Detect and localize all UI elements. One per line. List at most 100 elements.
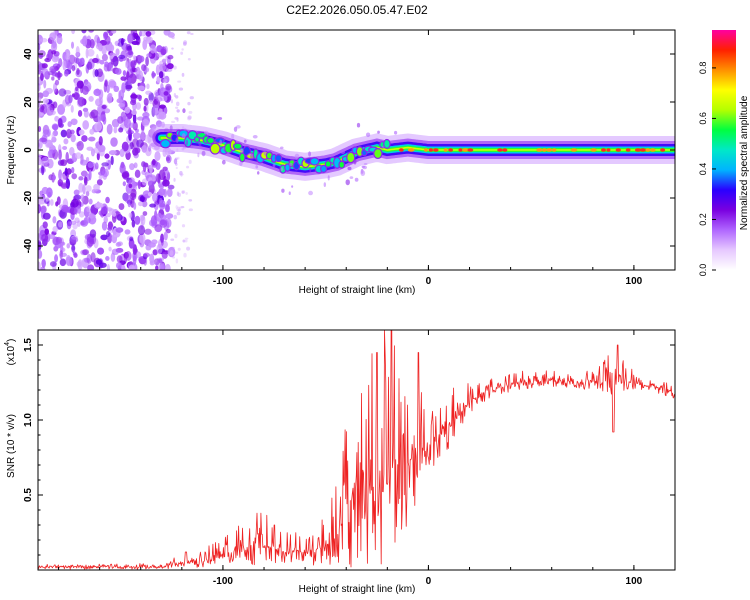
noise-dot (77, 58, 83, 68)
noise-dot (103, 64, 110, 72)
noise-dot (42, 212, 51, 220)
noise-dot (83, 216, 88, 226)
noise-dot (128, 122, 136, 128)
ridge-blob (238, 152, 246, 163)
noise-dot (73, 92, 80, 100)
noise-dot (156, 212, 163, 222)
noise-dot (106, 30, 111, 34)
noise-dot (70, 134, 76, 143)
stray-blob (196, 130, 202, 135)
noise-dot (94, 69, 99, 77)
noise-dot (171, 47, 174, 50)
stray-blob (363, 162, 368, 166)
noise-dot (108, 80, 117, 88)
noise-dot (51, 50, 57, 55)
noise-dot (178, 206, 183, 209)
noise-dot (95, 88, 100, 93)
noise-dot (175, 166, 178, 170)
noise-dot (41, 259, 46, 268)
stray-blob (176, 109, 180, 113)
stray-blob (362, 165, 368, 170)
stray-blob (347, 162, 350, 165)
noise-dot (58, 149, 62, 161)
stray-blob (255, 165, 259, 169)
noise-dot (109, 44, 115, 52)
noise-dot (87, 136, 96, 142)
noise-dot (152, 192, 158, 202)
noise-dot (103, 31, 108, 39)
ridge-hot-dot (639, 148, 646, 152)
noise-dot (122, 181, 126, 187)
noise-dot (188, 159, 192, 164)
noise-dot (182, 239, 186, 243)
noise-dot (130, 60, 136, 69)
noise-dot (40, 73, 44, 81)
noise-dot (131, 219, 136, 228)
noise-dot (67, 61, 73, 71)
spectrogram-heatmap (38, 30, 675, 270)
noise-dot (177, 80, 182, 83)
snr-xtick-label: 100 (626, 576, 643, 587)
noise-dot (181, 190, 185, 194)
noise-dot (166, 63, 174, 70)
noise-dot (70, 105, 74, 113)
noise-dot (65, 52, 71, 61)
noise-dot (79, 159, 88, 166)
noise-dot (47, 150, 52, 159)
snr-xtick-label: -100 (213, 576, 233, 587)
stray-blob (365, 132, 371, 138)
noise-dot (131, 40, 140, 45)
snr-ytick-label: 1.5 (23, 338, 34, 352)
noise-dot (149, 260, 155, 266)
colorbar-tick-label: 0.2 (698, 213, 708, 226)
noise-dot (71, 65, 76, 72)
ridge-blob (160, 138, 171, 149)
noise-dot (42, 129, 50, 138)
noise-dot (135, 102, 142, 110)
noise-dot (147, 145, 152, 152)
stray-blob (379, 140, 383, 143)
ridge-hot-dot (546, 148, 553, 152)
noise-dot (184, 239, 188, 243)
noise-dot (124, 229, 131, 235)
noise-dot (71, 173, 78, 180)
spectrogram-ytick-label: 20 (23, 96, 34, 108)
noise-dot (185, 191, 188, 195)
noise-dot (186, 31, 191, 35)
noise-dot (132, 132, 141, 139)
ridge-hot-dot (448, 148, 453, 152)
ridge-hot-dot (458, 148, 463, 152)
noise-dot (155, 91, 159, 97)
noise-dot (155, 265, 159, 270)
noise-dot (128, 264, 135, 270)
noise-dot (56, 35, 63, 45)
noise-dot (95, 42, 103, 50)
noise-dot (77, 110, 83, 117)
stray-blob (323, 182, 327, 188)
spectrogram-xlabel: Height of straight line (km) (299, 285, 416, 296)
noise-dot (132, 113, 137, 124)
stray-blob (201, 150, 206, 157)
ridge-hot-dot (606, 148, 611, 152)
noise-dot (175, 106, 179, 109)
ridge-hot-dot (634, 148, 642, 152)
ridge-blob (324, 160, 332, 168)
ridge-blob (309, 157, 320, 166)
noise-dot (38, 249, 43, 259)
noise-dot (181, 224, 186, 228)
noise-dot (40, 206, 46, 214)
noise-dot (108, 246, 112, 252)
noise-dot (105, 256, 110, 261)
noise-dot (148, 242, 156, 248)
noise-dot (118, 54, 126, 59)
noise-dot (177, 247, 181, 251)
stray-blob (281, 188, 285, 193)
noise-dot (105, 196, 110, 204)
noise-dot (86, 61, 93, 71)
noise-dot (41, 156, 50, 166)
noise-dot (134, 215, 141, 225)
noise-dot (80, 170, 88, 177)
noise-dot (90, 109, 99, 119)
noise-dot (101, 45, 107, 55)
